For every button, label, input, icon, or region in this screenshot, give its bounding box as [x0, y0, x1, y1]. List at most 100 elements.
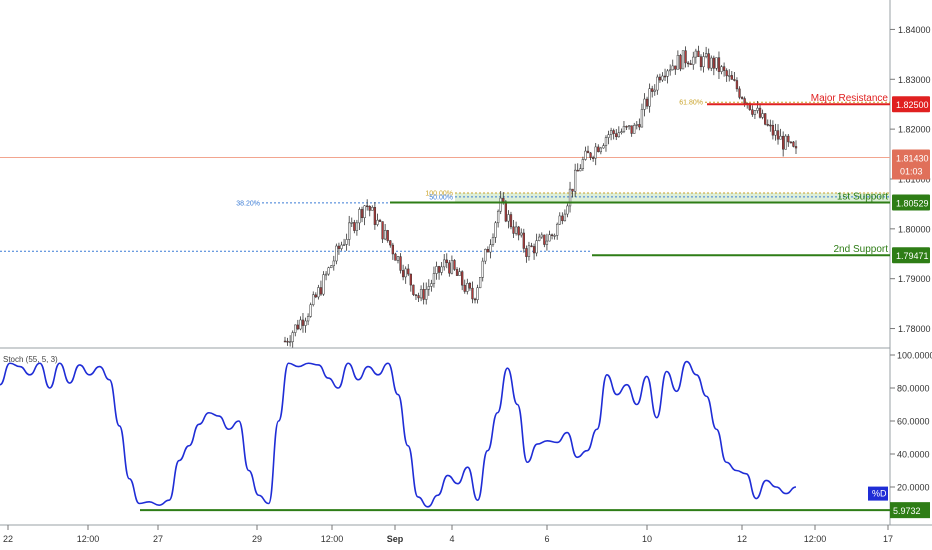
candle-body — [363, 205, 366, 218]
fibonacci-label: 61.80% — [679, 100, 703, 107]
candle-body — [684, 50, 687, 64]
candle-body — [612, 130, 615, 134]
candle-body — [540, 234, 543, 238]
candle-body — [782, 135, 785, 150]
candle-body — [335, 245, 338, 262]
candle-body — [376, 219, 379, 225]
candle-body — [656, 76, 659, 91]
candle-body — [699, 56, 703, 68]
candle-body — [355, 222, 359, 231]
time-tick-label: 27 — [153, 534, 163, 544]
candle-body — [507, 214, 510, 222]
candle-body — [394, 253, 397, 261]
candlestick-series — [283, 45, 798, 348]
candle-body — [286, 340, 289, 343]
current-price-label: 1.81430 — [896, 154, 929, 164]
candle-body — [448, 262, 451, 274]
stochastic-panel[interactable]: Stoch (55, 5, 3) 100.0000 80.0000 60.0000 4… — [0, 351, 932, 519]
candle-body — [566, 205, 569, 215]
candle-body — [489, 244, 492, 253]
time-tick-label: 12:00 — [77, 534, 100, 544]
candle-body — [740, 97, 744, 99]
candle-body — [761, 113, 764, 118]
candle-body — [304, 320, 307, 326]
candle-body — [589, 152, 592, 158]
candle-body — [543, 234, 546, 245]
candle-body — [306, 316, 310, 322]
candle-body — [643, 98, 646, 110]
candle-body — [294, 324, 297, 333]
candle-body — [340, 244, 343, 249]
candle-body — [735, 80, 739, 90]
candle-body — [486, 249, 490, 253]
candle-body — [319, 287, 323, 295]
time-tick-label: 22 — [3, 534, 13, 544]
candle-body — [609, 130, 613, 135]
candle-body — [360, 209, 364, 218]
candle-body — [314, 294, 317, 298]
candle-body — [440, 266, 443, 273]
oscillator-tick-label: 80.0000 — [897, 384, 930, 394]
candle-body — [633, 125, 636, 134]
price-tick-label: 1.83000 — [898, 75, 931, 85]
candle-body — [774, 130, 777, 136]
candle-body — [432, 273, 436, 284]
candle-body — [584, 150, 587, 160]
candle-body — [425, 289, 428, 300]
candle-body — [317, 287, 320, 298]
candle-body — [715, 57, 718, 69]
candle-body — [345, 239, 348, 245]
candle-body — [522, 232, 525, 249]
candle-body — [556, 223, 559, 236]
support-zone — [455, 192, 890, 203]
candle-body — [509, 214, 513, 228]
candle-body — [728, 75, 731, 77]
candle-body — [574, 169, 577, 192]
candle-body — [571, 188, 574, 192]
candle-body — [530, 245, 533, 248]
horizontal-levels: Major Resistance 1.82500 1st Support 1.8052… — [390, 93, 930, 264]
candle-body — [692, 56, 695, 65]
candle-body — [766, 124, 769, 126]
candle-body — [389, 240, 392, 246]
candle-body — [787, 135, 790, 143]
candle-body — [710, 57, 713, 69]
candle-body — [635, 124, 638, 126]
candle-body — [512, 226, 515, 234]
stochastic-curve — [0, 360, 797, 508]
candle-body — [407, 268, 410, 275]
candle-body — [579, 168, 582, 172]
candle-body — [771, 124, 775, 136]
price-panel[interactable]: 1.840001.830001.820001.810001.800001.790… — [0, 25, 931, 348]
candle-body — [581, 159, 585, 170]
candle-body — [502, 197, 505, 202]
time-tick-label: 17 — [883, 534, 893, 544]
candle-body — [663, 75, 667, 78]
candle-body — [794, 146, 798, 149]
candle-body — [422, 289, 425, 300]
candle-body — [769, 124, 772, 127]
countdown-label: 01:03 — [900, 167, 923, 177]
candle-body — [550, 234, 554, 236]
candle-body — [712, 57, 715, 69]
level-annotation: 1st Support — [837, 191, 888, 202]
candle-body — [496, 210, 500, 224]
candle-body — [473, 298, 477, 301]
series-badge — [868, 486, 888, 501]
candle-body — [722, 66, 726, 71]
candle-body — [378, 219, 382, 222]
candle-body — [481, 260, 484, 278]
candle-body — [604, 137, 608, 146]
candle-body — [337, 245, 341, 249]
candle-body — [499, 197, 502, 212]
series-badge-label: %D — [872, 489, 887, 499]
candle-body — [461, 271, 464, 286]
price-tick-label: 1.84000 — [898, 25, 931, 35]
candle-body — [348, 222, 351, 240]
candle-body — [301, 319, 305, 326]
candle-body — [640, 109, 644, 128]
candle-body — [784, 135, 787, 150]
candle-body — [381, 221, 384, 240]
candle-body — [396, 256, 400, 261]
candle-body — [409, 273, 412, 286]
